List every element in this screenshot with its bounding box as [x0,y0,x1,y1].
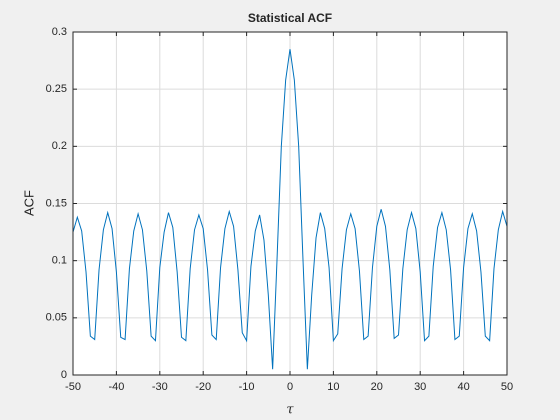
axes-box [72,31,508,376]
x-tick-label: 30 [414,381,426,393]
x-tick-label: -10 [239,381,255,393]
chart-title: Statistical ACF [248,11,332,25]
x-axis-label: τ [286,403,294,418]
x-tick-label: 0 [287,381,293,393]
y-axis-label: ACF [21,190,36,216]
y-tick-label: 0.15 [46,197,67,209]
data-line [72,49,508,370]
x-tick-label: -50 [65,381,81,393]
y-tick-label: 0.2 [52,140,67,152]
y-tick-label: 0.05 [46,312,67,324]
y-tick-label: 0.25 [46,83,67,95]
y-tick-label: 0.1 [52,255,67,267]
x-tick-label: -40 [108,381,124,393]
x-tick-label: -30 [152,381,168,393]
x-tick-label: 10 [327,381,339,393]
y-tick-label: 0.3 [52,26,67,38]
x-tick-label: 50 [501,381,513,393]
x-tick-label: -20 [195,381,211,393]
y-tick-label: 0 [61,369,67,381]
x-tick-label: 20 [371,381,383,393]
x-tick-label: 40 [457,381,469,393]
